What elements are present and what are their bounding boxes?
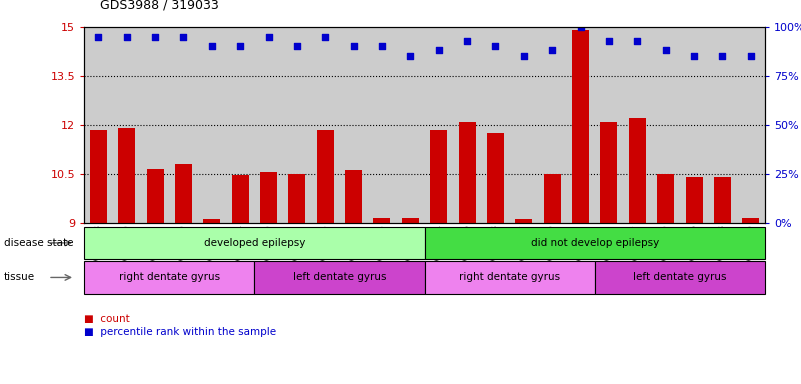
Text: GDS3988 / 319033: GDS3988 / 319033 <box>100 0 219 12</box>
Bar <box>402 218 419 223</box>
Point <box>631 38 644 44</box>
Text: ■  count: ■ count <box>84 314 130 324</box>
Point <box>149 34 162 40</box>
Bar <box>373 218 390 223</box>
Bar <box>345 170 362 223</box>
Point <box>489 43 502 50</box>
Bar <box>288 174 305 223</box>
Bar <box>425 227 765 259</box>
Bar <box>458 121 476 223</box>
Bar <box>175 164 192 223</box>
Point <box>517 53 530 59</box>
Bar <box>544 174 561 223</box>
Point <box>376 43 388 50</box>
Bar <box>255 261 425 294</box>
Bar <box>714 177 731 223</box>
Point <box>545 47 558 53</box>
Bar <box>84 261 255 294</box>
Point <box>433 47 445 53</box>
Bar <box>629 118 646 223</box>
Point <box>319 34 332 40</box>
Text: disease state: disease state <box>4 238 74 248</box>
Point <box>659 47 672 53</box>
Bar <box>147 169 163 223</box>
Bar <box>316 130 334 223</box>
Bar <box>601 121 618 223</box>
Text: ■  percentile rank within the sample: ■ percentile rank within the sample <box>84 327 276 337</box>
Point <box>602 38 615 44</box>
Point <box>687 53 700 59</box>
Bar <box>487 133 504 223</box>
Point <box>716 53 729 59</box>
Text: left dentate gyrus: left dentate gyrus <box>292 272 386 283</box>
Bar <box>203 220 220 223</box>
Bar <box>686 177 702 223</box>
Point <box>574 24 587 30</box>
Text: left dentate gyrus: left dentate gyrus <box>633 272 727 283</box>
Bar <box>260 172 277 223</box>
Point <box>291 43 304 50</box>
Bar <box>84 227 425 259</box>
Point <box>205 43 218 50</box>
Text: right dentate gyrus: right dentate gyrus <box>119 272 219 283</box>
Text: did not develop epilepsy: did not develop epilepsy <box>530 238 659 248</box>
Bar <box>657 174 674 223</box>
Bar <box>430 130 447 223</box>
Bar <box>743 218 759 223</box>
Point <box>234 43 247 50</box>
Point <box>177 34 190 40</box>
Bar <box>515 220 533 223</box>
Bar <box>119 128 135 223</box>
Point <box>404 53 417 59</box>
Text: tissue: tissue <box>4 272 35 283</box>
Point <box>92 34 105 40</box>
Point <box>120 34 133 40</box>
Point <box>744 53 757 59</box>
Point <box>347 43 360 50</box>
Bar <box>572 30 589 223</box>
Bar <box>90 130 107 223</box>
Bar <box>425 261 594 294</box>
Point <box>461 38 473 44</box>
Bar <box>594 261 765 294</box>
Text: right dentate gyrus: right dentate gyrus <box>459 272 560 283</box>
Point <box>262 34 275 40</box>
Bar <box>231 175 248 223</box>
Text: developed epilepsy: developed epilepsy <box>203 238 305 248</box>
